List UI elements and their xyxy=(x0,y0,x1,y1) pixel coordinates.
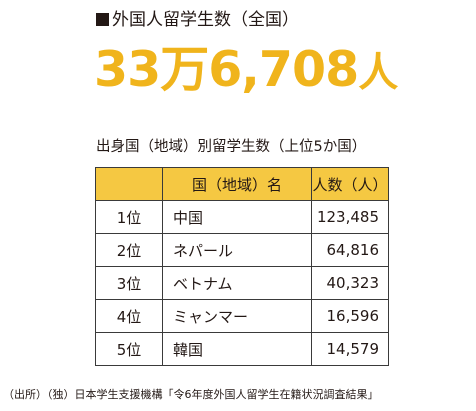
table-row: 5位 韓国 14,579 xyxy=(95,332,389,366)
country-cell: 韓国 xyxy=(162,332,312,366)
rank-cell: 4位 xyxy=(95,299,163,333)
table-row: 3位 ベトナム 40,323 xyxy=(95,266,389,300)
source-note: （出所）（独）日本学生支援機構「令6年度外国人留学生在籍状況調査結果」 xyxy=(3,388,379,401)
country-cell: 中国 xyxy=(162,200,312,234)
rank-cell: 3位 xyxy=(95,266,163,300)
section-heading: 外国人留学生数（全国） xyxy=(96,9,299,31)
table-row: 4位 ミャンマー 16,596 xyxy=(95,299,389,333)
count-cell: 14,579 xyxy=(311,332,389,366)
table-row: 2位 ネパール 64,816 xyxy=(95,233,389,267)
total-students-figure: 33万6,708人 xyxy=(94,40,398,111)
rank-column-header xyxy=(95,167,163,201)
total-students-unit: 人 xyxy=(358,50,399,96)
table-subtitle: 出身国（地域）別留学生数（上位5か国） xyxy=(96,139,367,155)
section-heading-text: 外国人留学生数（全国） xyxy=(112,10,299,30)
table-header-row: 国（地域）名 人数（人） xyxy=(95,167,389,201)
rank-cell: 5位 xyxy=(95,332,163,366)
table-row: 1位 中国 123,485 xyxy=(95,200,389,234)
rank-cell: 2位 xyxy=(95,233,163,267)
count-cell: 123,485 xyxy=(311,200,389,234)
country-column-header: 国（地域）名 xyxy=(162,167,312,201)
country-cell: ベトナム xyxy=(162,266,312,300)
count-cell: 64,816 xyxy=(311,233,389,267)
country-cell: ネパール xyxy=(162,233,312,267)
top-countries-table: 国（地域）名 人数（人） 1位 中国 123,485 2位 ネパール 64,81… xyxy=(95,167,389,366)
country-cell: ミャンマー xyxy=(162,299,312,333)
total-students-number: 33万6,708 xyxy=(94,41,359,98)
count-cell: 16,596 xyxy=(311,299,389,333)
count-column-header: 人数（人） xyxy=(311,167,389,201)
black-square-icon xyxy=(96,13,109,26)
rank-cell: 1位 xyxy=(95,200,163,234)
count-cell: 40,323 xyxy=(311,266,389,300)
